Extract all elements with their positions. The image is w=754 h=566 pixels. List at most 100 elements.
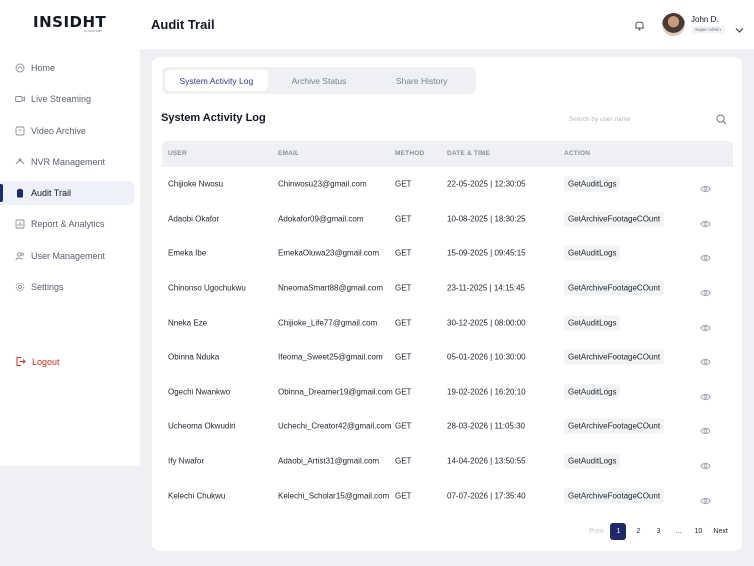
sidebar-item-label: Settings	[31, 282, 64, 293]
cell-email: Chijioke_Life77@gmail.com	[278, 317, 378, 327]
cell-method: GET	[395, 491, 412, 501]
logout-button[interactable]: Logout	[15, 356, 60, 367]
pagination-prev-button[interactable]: Prev	[589, 528, 604, 535]
cell-date-time: 23-11-2025 | 14:15:45	[447, 283, 525, 293]
cell-email: Kelechi_Scholar15@gmail.com	[278, 490, 390, 500]
cell-user: Ucheoma Okwudiri	[168, 421, 236, 431]
cell-user: Adaobi Okafor	[168, 214, 220, 224]
action-badge: GetArchiveFootageCOunt	[564, 280, 665, 296]
cell-method: GET	[395, 352, 412, 362]
sidebar: INSIDHT by FACTORY Home Live Streaming V…	[0, 0, 140, 466]
eye-icon[interactable]	[700, 457, 711, 470]
video-camera-icon	[15, 94, 25, 104]
action-badge: GetArchiveFootageCOunt	[564, 211, 665, 227]
pagination-page-10[interactable]: 10	[694, 528, 703, 535]
sidebar-item-home[interactable]: Home	[0, 56, 140, 80]
cell-date-time: 07-07-2026 | 17:35:40	[447, 491, 526, 501]
action-badge: GetAuditLogs	[564, 245, 621, 261]
pagination-ellipsis: ...	[675, 528, 682, 535]
pagination-page-1[interactable]: 1	[610, 523, 627, 540]
pagination-page-2[interactable]: 2	[636, 528, 641, 535]
action-badge: GetAuditLogs	[564, 453, 621, 469]
eye-icon[interactable]	[700, 353, 711, 366]
cell-user: Chinonso Ugochukwu	[168, 283, 246, 293]
column-header-email[interactable]: EMAIL	[278, 150, 300, 157]
column-header-date-time[interactable]: DATE & TIME	[447, 150, 491, 157]
table-row: Chinonso Ugochukwu NneomaSmart88@gmail.c…	[162, 271, 733, 306]
tab-share-history[interactable]: Share History	[395, 75, 448, 86]
pagination-next-button[interactable]: Next	[713, 528, 728, 535]
cell-method: GET	[395, 318, 412, 328]
eye-icon[interactable]	[700, 422, 711, 435]
eye-icon[interactable]	[700, 215, 711, 227]
cell-email: Adokafor09@gmail.com	[278, 214, 364, 224]
avatar[interactable]	[662, 13, 685, 36]
cell-date-time: 28-03-2026 | 11:05:30	[447, 421, 525, 431]
cell-date-time: 10-08-2025 | 18:30:25	[447, 214, 526, 224]
column-header-method[interactable]: METHOD	[395, 150, 425, 157]
cell-user: Obinna Nduka	[168, 352, 220, 362]
column-header-user[interactable]: USER	[168, 150, 187, 157]
bell-icon[interactable]	[634, 18, 645, 31]
action-badge: GetArchiveFootageCOunt	[564, 418, 665, 434]
table-row: Ucheoma Okwudiri Uchechi_Creator42@gmail…	[162, 409, 733, 444]
gear-icon	[15, 282, 25, 292]
network-icon	[15, 157, 25, 167]
audit-table: USER EMAIL METHOD DATE & TIME ACTION Chi…	[162, 141, 733, 513]
cell-user: Emeka Ibe	[168, 248, 207, 258]
eye-icon[interactable]	[700, 249, 711, 262]
user-role-badge: Super Admin	[692, 26, 724, 33]
clipboard-icon	[15, 188, 25, 198]
table-row: Ogechi Nwankwo Obinna_Dreamer19@gmail.co…	[162, 375, 733, 410]
cell-method: GET	[395, 248, 412, 258]
tab-archive-status[interactable]: Archive Status	[291, 75, 347, 86]
sidebar-item-nvr-management[interactable]: NVR Management	[0, 150, 140, 174]
sidebar-nav: Home Live Streaming Video Archive NVR Ma…	[0, 56, 140, 306]
brand-logo[interactable]: INSIDHT by FACTORY	[33, 13, 106, 35]
sidebar-item-user-management[interactable]: User Management	[0, 244, 140, 268]
user-name: John D.	[691, 15, 719, 24]
search-icon[interactable]	[716, 112, 727, 125]
column-header-action[interactable]: ACTION	[564, 150, 591, 157]
pagination: Prev 1 2 3 ... 10 Next	[586, 523, 735, 540]
eye-icon[interactable]	[700, 319, 711, 331]
cell-date-time: 19-02-2026 | 16:20:10	[447, 387, 526, 397]
section-title: System Activity Log	[161, 112, 266, 124]
sidebar-item-label: Report & Analytics	[31, 219, 105, 230]
action-badge: GetAuditLogs	[564, 315, 621, 331]
cell-date-time: 15-09-2025 | 09:45:15	[447, 248, 526, 258]
sidebar-item-audit-trail[interactable]: Audit Trail	[0, 181, 134, 206]
users-icon	[15, 251, 25, 261]
chevron-down-icon[interactable]	[735, 21, 744, 33]
sidebar-item-label: Audit Trail	[31, 188, 72, 199]
eye-icon[interactable]	[700, 180, 711, 193]
tab-system-activity-log[interactable]: System Activity Log	[165, 70, 268, 91]
cell-user: Ify Nwafor	[168, 456, 205, 466]
eye-icon[interactable]	[700, 388, 711, 400]
pagination-page-3[interactable]: 3	[656, 528, 661, 535]
sidebar-item-video-archive[interactable]: Video Archive	[0, 119, 140, 143]
eye-icon[interactable]	[700, 492, 711, 504]
cell-method: GET	[395, 214, 412, 224]
table-row: Nneka Eze Chijioke_Life77@gmail.com GET …	[162, 305, 733, 340]
action-badge: GetAuditLogs	[564, 384, 621, 400]
cell-email: Chinwosu23@gmail.com	[278, 179, 367, 189]
cell-user: Chijioke Nwosu	[168, 179, 224, 189]
sidebar-item-label: NVR Management	[31, 156, 106, 167]
logo-tagline: by FACTORY	[84, 29, 103, 33]
cell-email: Uchechi_Creator42@gmail.com	[278, 421, 392, 431]
cell-email: EmekaOluwa23@gmail.com	[278, 248, 380, 258]
sidebar-item-live-streaming[interactable]: Live Streaming	[0, 87, 140, 111]
sidebar-item-label: User Management	[31, 250, 106, 261]
logout-icon	[15, 356, 26, 367]
cell-method: GET	[395, 421, 412, 431]
cell-email: Obinna_Dreamer19@gmail.com	[278, 387, 393, 397]
eye-icon[interactable]	[700, 284, 711, 297]
archive-icon	[15, 126, 25, 136]
sidebar-item-settings[interactable]: Settings	[0, 275, 140, 299]
sidebar-item-report-analytics[interactable]: Report & Analytics	[0, 212, 140, 236]
top-header: Audit Trail John D. Super Admin	[140, 0, 754, 49]
cell-user: Nneka Eze	[168, 318, 208, 328]
cell-user: Kelechi Chukwu	[168, 491, 226, 501]
search-input[interactable]	[569, 111, 729, 127]
